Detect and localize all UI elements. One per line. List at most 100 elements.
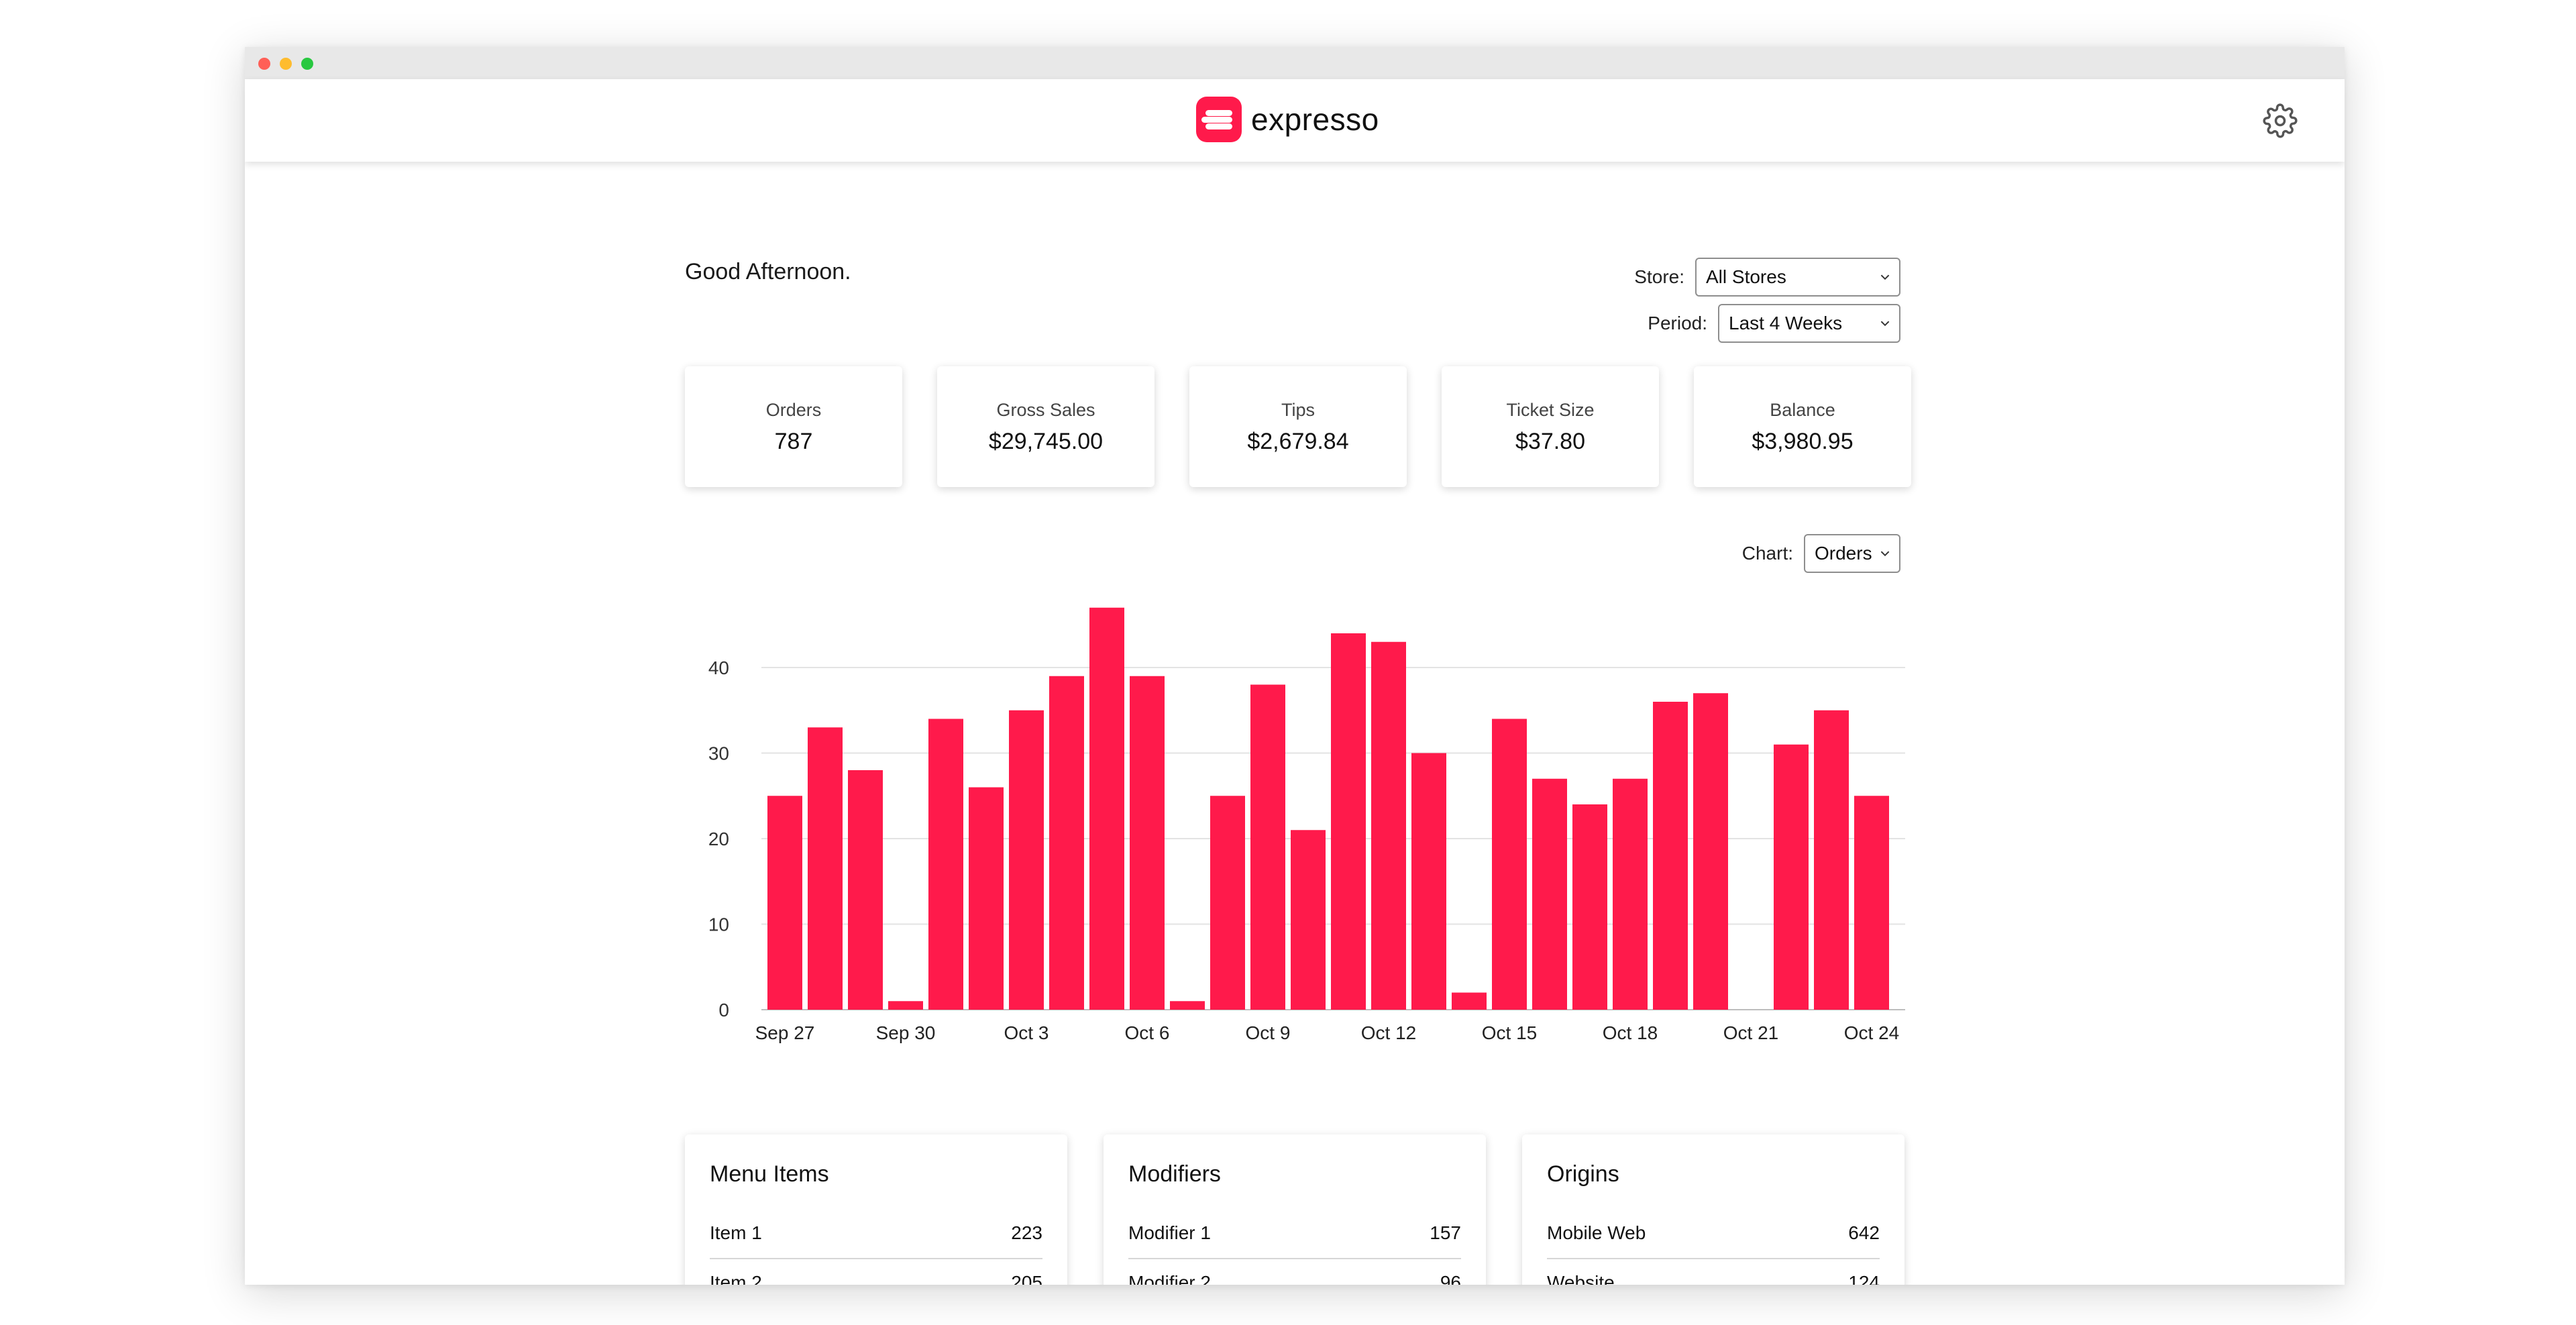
store-select[interactable]: All Stores [1695, 258, 1900, 297]
list-item-name: Website [1547, 1272, 1615, 1285]
stat-label: Orders [765, 400, 822, 420]
chart-bar[interactable] [1693, 693, 1728, 1010]
chart-bar[interactable] [1411, 753, 1446, 1010]
chart-bar[interactable] [888, 1001, 923, 1010]
list-item[interactable]: Website 124 [1547, 1258, 1880, 1285]
card-title: Origins [1547, 1161, 1619, 1187]
stat-value: $3,980.95 [1752, 429, 1854, 454]
stat-value: $2,679.84 [1247, 429, 1349, 454]
chart-bar[interactable] [1774, 744, 1809, 1010]
chart-bar[interactable] [1009, 710, 1044, 1010]
chart-bar[interactable] [1130, 676, 1165, 1010]
chart-bar[interactable] [1452, 992, 1487, 1010]
list-item-count: 642 [1848, 1222, 1880, 1243]
chart-bar[interactable] [1049, 676, 1084, 1010]
stat-card-tips: Tips $2,679.84 [1189, 366, 1407, 487]
window-titlebar [245, 47, 2345, 79]
greeting-text: Good Afternoon. [685, 259, 851, 284]
chart-bar[interactable] [1492, 719, 1527, 1010]
list-item[interactable]: Mobile Web 642 [1547, 1208, 1880, 1259]
list-item[interactable]: Item 1 223 [710, 1208, 1042, 1259]
chart-bar[interactable] [1089, 607, 1124, 1010]
origins-card: Origins Mobile Web 642 Website 124 [1522, 1134, 1904, 1285]
chart-bar[interactable] [1371, 641, 1406, 1010]
period-select[interactable]: Last 4 Weeks [1718, 304, 1900, 343]
store-select-value: All Stores [1706, 266, 1786, 287]
stat-card-gross-sales: Gross Sales $29,745.00 [937, 366, 1155, 487]
chart-bar[interactable] [1291, 830, 1326, 1010]
list-item-name: Item 2 [710, 1272, 762, 1285]
chart-bar[interactable] [1814, 710, 1849, 1010]
stat-value: $37.80 [1515, 429, 1585, 454]
close-window-button[interactable] [258, 58, 270, 70]
chart-filter-label: Chart: [1741, 543, 1793, 564]
stat-label: Gross Sales [996, 400, 1095, 420]
x-tick-label: Oct 15 [1482, 1022, 1537, 1043]
x-tick-label: Oct 6 [1125, 1022, 1170, 1043]
list-item[interactable]: Modifier 2 96 [1128, 1258, 1461, 1285]
menu-items-card: Menu Items Item 1 223 Item 2 205 [685, 1134, 1067, 1285]
chart-select[interactable]: Orders [1804, 534, 1900, 573]
logo-mark-icon [1196, 97, 1242, 142]
x-tick-label: Sep 27 [755, 1022, 815, 1043]
chart-bar[interactable] [767, 796, 802, 1010]
stat-label: Tips [1281, 400, 1315, 420]
minimize-window-button[interactable] [280, 58, 292, 70]
chevron-down-icon [1880, 551, 1890, 557]
chart-bar[interactable] [1572, 804, 1607, 1010]
card-title: Menu Items [710, 1161, 829, 1187]
period-select-value: Last 4 Weeks [1729, 313, 1843, 333]
chart-select-value: Orders [1815, 543, 1872, 564]
brand-logo[interactable]: expresso [1196, 94, 1379, 145]
browser-window: expresso Good Afternoon. Store: All Stor… [245, 47, 2345, 1285]
list-item-count: 96 [1440, 1272, 1461, 1285]
list-item-name: Item 1 [710, 1222, 762, 1243]
card-title: Modifiers [1128, 1161, 1221, 1187]
app-header: expresso [245, 79, 2345, 162]
chart-bar[interactable] [969, 787, 1004, 1010]
list-item[interactable]: Modifier 1 157 [1128, 1208, 1461, 1259]
chart-bar[interactable] [1653, 702, 1688, 1010]
x-tick-label: Oct 18 [1603, 1022, 1658, 1043]
list-item[interactable]: Item 2 205 [710, 1258, 1042, 1285]
chart-bar[interactable] [1854, 796, 1889, 1010]
y-tick-label: 20 [708, 829, 729, 849]
chart-bar[interactable] [1331, 633, 1366, 1010]
chart-bar[interactable] [848, 770, 883, 1010]
y-tick-label: 0 [718, 1000, 729, 1020]
y-tick-label: 40 [708, 657, 729, 678]
list-item-count: 157 [1430, 1222, 1461, 1243]
orders-bar-chart: 0 10 20 30 40 Sep 27 Sep 30 Oct 3 Oct 6 Oct 9 Oct … [708, 607, 1905, 1043]
stat-value: $29,745.00 [988, 429, 1104, 454]
x-tick-label: Oct 12 [1361, 1022, 1416, 1043]
chart-bar[interactable] [1613, 778, 1648, 1010]
gear-icon[interactable] [2263, 103, 2298, 138]
store-filter: Store: All Stores [1634, 258, 1900, 297]
period-filter: Period: Last 4 Weeks [1648, 304, 1900, 343]
chart-bar[interactable] [1210, 796, 1245, 1010]
stat-card-ticket-size: Ticket Size $37.80 [1442, 366, 1659, 487]
chart-bar[interactable] [1170, 1001, 1205, 1010]
period-filter-label: Period: [1648, 313, 1707, 333]
x-tick-label: Oct 24 [1844, 1022, 1899, 1043]
stat-value: 787 [774, 429, 813, 454]
chart-bar[interactable] [1250, 684, 1285, 1010]
modifiers-card: Modifiers Modifier 1 157 Modifier 2 96 [1104, 1134, 1486, 1285]
brand-name: expresso [1251, 102, 1379, 137]
list-item-name: Modifier 2 [1128, 1272, 1211, 1285]
chart-bar[interactable] [928, 719, 963, 1010]
x-tick-label: Oct 9 [1246, 1022, 1291, 1043]
chevron-down-icon [1880, 274, 1890, 280]
chart-bar[interactable] [1532, 778, 1567, 1010]
dashboard-content: Good Afternoon. Store: All Stores Period… [245, 162, 2345, 1285]
y-tick-label: 10 [708, 914, 729, 935]
list-item-count: 205 [1011, 1272, 1042, 1285]
y-tick-label: 30 [708, 743, 729, 764]
list-item-count: 223 [1011, 1222, 1042, 1243]
chart-bar[interactable] [808, 727, 843, 1010]
store-filter-label: Store: [1634, 266, 1684, 287]
list-item-count: 124 [1848, 1272, 1880, 1285]
list-item-name: Mobile Web [1547, 1222, 1646, 1243]
x-tick-label: Oct 3 [1004, 1022, 1049, 1043]
maximize-window-button[interactable] [301, 58, 313, 70]
